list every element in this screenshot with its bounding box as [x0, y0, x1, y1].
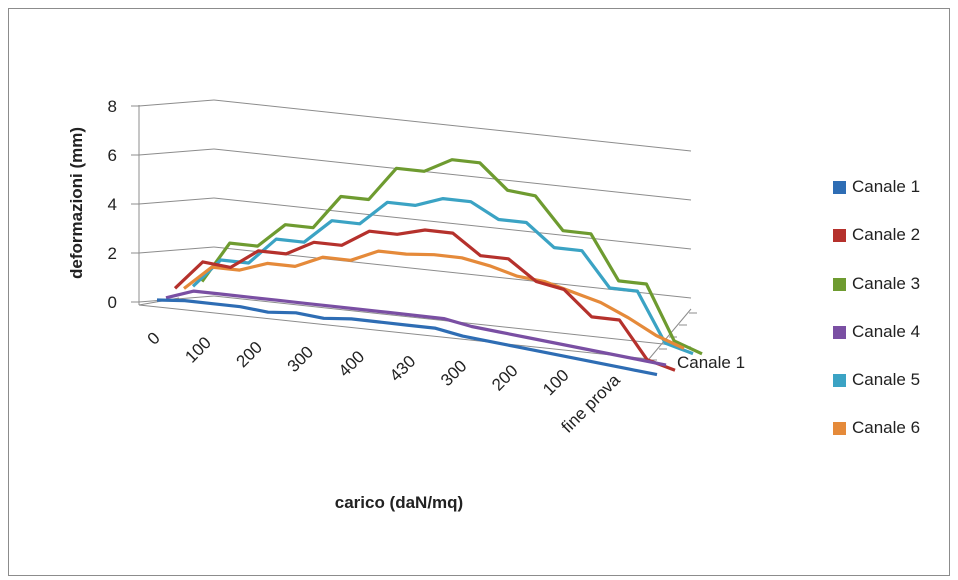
series-line-canale-4	[165, 289, 667, 367]
legend-label: Canale 2	[852, 225, 921, 245]
back-gridline	[213, 197, 692, 250]
series-line-canale-3	[200, 158, 703, 356]
legend-item: Canale 6	[833, 416, 920, 464]
legend-item: Canale 3	[833, 272, 920, 320]
y-axis-label: deformazioni (mm)	[67, 126, 86, 279]
y-axis-side-grid	[138, 148, 215, 156]
legend-item: Canale 4	[833, 320, 920, 368]
x-tick-label: 300	[284, 342, 317, 375]
legend-swatch	[833, 374, 846, 388]
depth-tick-label: Canale 1	[677, 353, 745, 372]
y-axis-side-grid	[138, 246, 215, 254]
series-line-canale-5	[191, 197, 694, 356]
x-tick-label: 100	[539, 366, 572, 399]
legend-label: Canale 1	[852, 177, 921, 196]
x-tick-label: 400	[335, 347, 368, 380]
x-tick-label: 0	[144, 328, 164, 348]
legend-swatch	[833, 422, 846, 436]
x-tick-label: 300	[437, 356, 470, 389]
x-tick-label: 200	[488, 361, 521, 394]
x-tick-label: 200	[233, 338, 266, 371]
series-line-canale-1	[156, 298, 658, 377]
x-axis-label: carico (daN/mq)	[334, 493, 464, 512]
y-axis-side-grid	[138, 99, 215, 107]
y-tick-label: 6	[108, 146, 117, 165]
y-tick-label: 0	[108, 293, 117, 312]
legend-swatch	[833, 277, 846, 291]
legend-item: Canale 2	[833, 223, 920, 271]
back-gridline	[213, 99, 692, 152]
series-line-canale-6	[183, 249, 685, 350]
legend-label: Canale 4	[852, 321, 921, 341]
x-tick-label: 100	[181, 333, 214, 366]
x-tick-label: 430	[386, 352, 419, 385]
legend: Canale 1 Canale 2 Canale 3 Canale 4 Canale 5…	[833, 175, 920, 465]
legend-label: Canale 5	[852, 370, 921, 390]
legend-label: Canale 3	[852, 273, 921, 293]
floor-front-edge	[138, 304, 650, 360]
y-axis-side-grid	[138, 197, 215, 205]
y-tick-label: 4	[108, 195, 117, 214]
legend-item: Canale 5	[833, 368, 920, 416]
legend-item: Canale 1	[833, 175, 920, 223]
legend-swatch	[833, 325, 846, 339]
legend-swatch	[833, 229, 846, 243]
chart-frame: 0 2 4 6 8 Canale 1 0 100 200 300 400 430 300 200 100 fi…	[8, 8, 950, 576]
legend-swatch	[833, 181, 846, 194]
y-tick-label: 2	[108, 244, 117, 263]
back-gridline	[213, 148, 692, 201]
series-line-canale-2	[173, 228, 676, 372]
legend-label: Canale 6	[852, 418, 921, 438]
y-tick-label: 8	[108, 97, 117, 116]
